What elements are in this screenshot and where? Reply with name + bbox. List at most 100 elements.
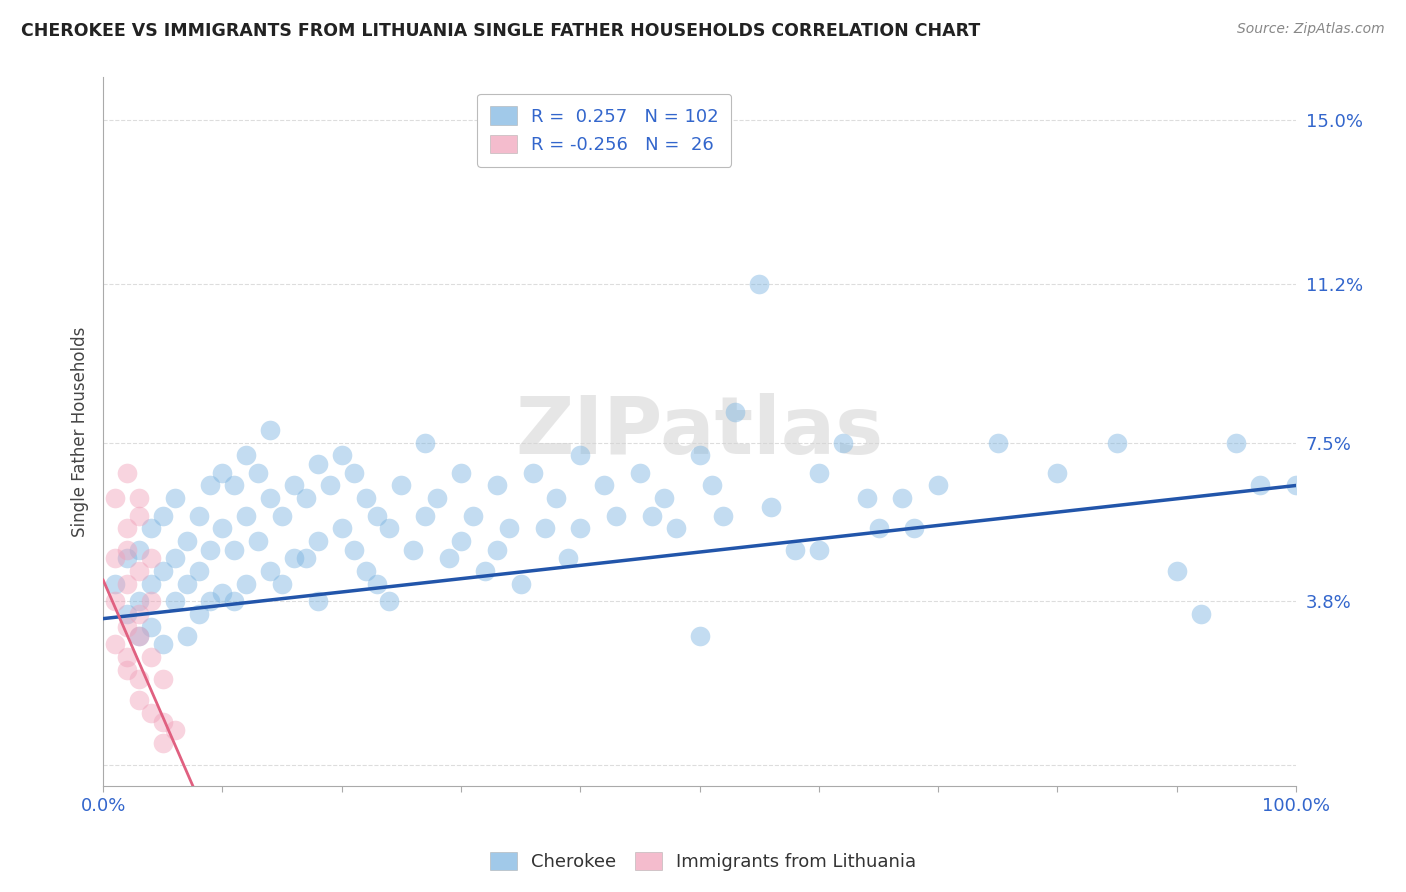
Point <box>235 577 257 591</box>
Point <box>831 435 853 450</box>
Point <box>187 607 209 622</box>
Point <box>139 650 162 665</box>
Point <box>389 478 412 492</box>
Point <box>1249 478 1271 492</box>
Point <box>128 672 150 686</box>
Point <box>868 521 890 535</box>
Point <box>689 449 711 463</box>
Point <box>1189 607 1212 622</box>
Point <box>128 607 150 622</box>
Point <box>152 736 174 750</box>
Point <box>211 466 233 480</box>
Text: CHEROKEE VS IMMIGRANTS FROM LITHUANIA SINGLE FATHER HOUSEHOLDS CORRELATION CHART: CHEROKEE VS IMMIGRANTS FROM LITHUANIA SI… <box>21 22 980 40</box>
Point <box>593 478 616 492</box>
Point <box>200 478 222 492</box>
Point <box>104 491 127 506</box>
Point <box>152 565 174 579</box>
Point <box>546 491 568 506</box>
Point <box>163 594 186 608</box>
Legend: Cherokee, Immigrants from Lithuania: Cherokee, Immigrants from Lithuania <box>482 845 924 879</box>
Point <box>437 551 460 566</box>
Point <box>354 491 377 506</box>
Point <box>139 620 162 634</box>
Text: Source: ZipAtlas.com: Source: ZipAtlas.com <box>1237 22 1385 37</box>
Point <box>139 551 162 566</box>
Point <box>211 521 233 535</box>
Point <box>450 466 472 480</box>
Point <box>891 491 914 506</box>
Point <box>176 577 198 591</box>
Point <box>987 435 1010 450</box>
Point <box>128 491 150 506</box>
Point <box>343 466 366 480</box>
Point <box>807 466 830 480</box>
Point <box>426 491 449 506</box>
Point <box>115 521 138 535</box>
Point <box>498 521 520 535</box>
Point <box>461 508 484 523</box>
Point <box>378 594 401 608</box>
Point <box>211 586 233 600</box>
Point <box>366 508 388 523</box>
Point <box>115 620 138 634</box>
Point <box>700 478 723 492</box>
Point <box>104 637 127 651</box>
Point <box>271 508 294 523</box>
Point <box>1166 565 1188 579</box>
Point <box>724 405 747 419</box>
Point <box>176 534 198 549</box>
Point <box>330 449 353 463</box>
Point <box>139 521 162 535</box>
Point <box>689 629 711 643</box>
Point <box>283 478 305 492</box>
Point <box>1285 478 1308 492</box>
Point <box>343 542 366 557</box>
Point <box>128 594 150 608</box>
Point <box>605 508 627 523</box>
Point <box>247 534 270 549</box>
Y-axis label: Single Father Households: Single Father Households <box>72 326 89 537</box>
Point <box>533 521 555 535</box>
Point <box>569 521 592 535</box>
Point <box>283 551 305 566</box>
Point <box>569 449 592 463</box>
Point <box>115 663 138 677</box>
Point <box>152 637 174 651</box>
Point <box>307 594 329 608</box>
Point <box>307 457 329 471</box>
Point <box>557 551 579 566</box>
Point <box>115 577 138 591</box>
Point <box>176 629 198 643</box>
Point <box>104 577 127 591</box>
Point <box>224 542 246 557</box>
Point <box>652 491 675 506</box>
Point <box>378 521 401 535</box>
Point <box>509 577 531 591</box>
Point <box>104 594 127 608</box>
Point <box>1107 435 1129 450</box>
Point <box>783 542 806 557</box>
Point <box>128 629 150 643</box>
Point <box>247 466 270 480</box>
Point <box>104 551 127 566</box>
Point <box>235 508 257 523</box>
Point <box>759 500 782 514</box>
Point <box>115 607 138 622</box>
Point <box>128 542 150 557</box>
Point <box>474 565 496 579</box>
Point <box>224 594 246 608</box>
Point <box>855 491 877 506</box>
Legend: R =  0.257   N = 102, R = -0.256   N =  26: R = 0.257 N = 102, R = -0.256 N = 26 <box>477 94 731 167</box>
Point <box>522 466 544 480</box>
Point <box>128 693 150 707</box>
Point <box>641 508 664 523</box>
Point <box>628 466 651 480</box>
Point <box>224 478 246 492</box>
Text: ZIPatlas: ZIPatlas <box>516 392 884 471</box>
Point <box>665 521 688 535</box>
Point <box>271 577 294 591</box>
Point <box>115 650 138 665</box>
Point <box>235 449 257 463</box>
Point <box>259 423 281 437</box>
Point <box>413 508 436 523</box>
